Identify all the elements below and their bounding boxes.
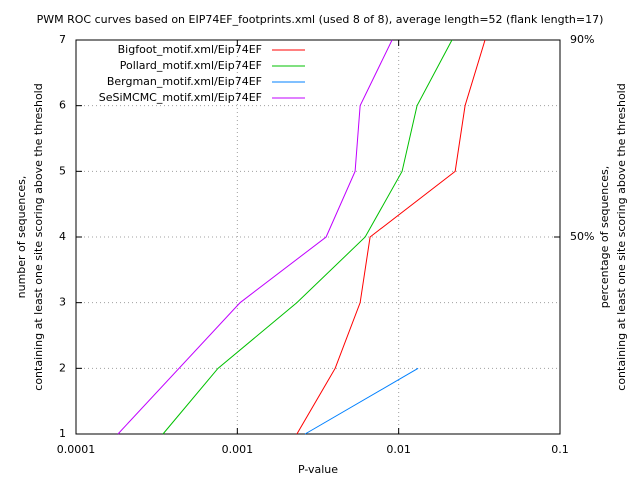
y-tick-label: 5 — [59, 164, 66, 177]
y2-axis-label: containing at least one site scoring abo… — [615, 83, 628, 390]
series-line — [304, 367, 419, 435]
x-tick-label: 0.001 — [222, 443, 254, 456]
series-line — [296, 39, 486, 435]
chart-title: PWM ROC curves based on EIP74EF_footprin… — [37, 13, 604, 26]
y-tick-label: 1 — [59, 427, 66, 440]
y2-axis-label: percentage of sequences, — [598, 166, 611, 308]
x-tick-label: 0.01 — [386, 443, 411, 456]
legend-label: Bergman_motif.xml/Eip74EF — [107, 75, 262, 88]
x-axis-label: P-value — [298, 463, 338, 476]
legend-label: Pollard_motif.xml/Eip74EF — [120, 59, 262, 72]
y-tick-label: 6 — [59, 99, 66, 112]
y-axis-label: number of sequences, — [15, 176, 28, 299]
y2-tick-label: 90% — [570, 33, 594, 46]
legend-label: Bigfoot_motif.xml/Eip74EF — [118, 43, 262, 56]
x-tick-label: 0.1 — [551, 443, 569, 456]
y-tick-label: 7 — [59, 33, 66, 46]
series-line — [162, 39, 453, 435]
series-line — [117, 39, 393, 435]
y-tick-label: 3 — [59, 296, 66, 309]
y-tick-label: 4 — [59, 230, 66, 243]
y-tick-label: 2 — [59, 361, 66, 374]
x-tick-label: 0.0001 — [57, 443, 96, 456]
legend-label: SeSiMCMC_motif.xml/Eip74EF — [99, 91, 262, 104]
y-axis-label: containing at least one site scoring abo… — [32, 83, 45, 390]
y2-tick-label: 50% — [570, 230, 594, 243]
plot-frame — [75, 39, 561, 435]
